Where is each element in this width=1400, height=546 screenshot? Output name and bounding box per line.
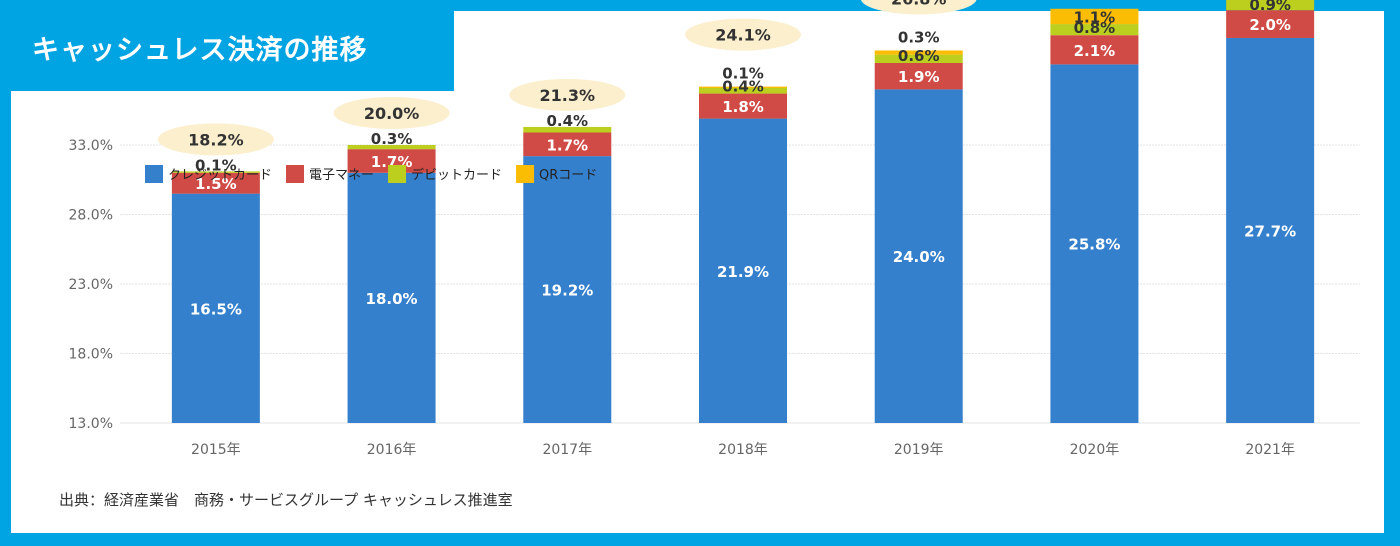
bars: 16.5%1.5%0.1%18.2%18.0%1.7%0.3%20.0%19.2… — [157, 0, 1315, 424]
data-label-debit: 0.6% — [898, 47, 940, 65]
bar-segment-debit — [1226, 0, 1315, 11]
page-title: キャッシュレス決済の推移 — [32, 35, 368, 66]
total-label: 26.8% — [891, 0, 947, 8]
y-tick-label: 23.0% — [69, 277, 113, 293]
data-label-debit: 0.8% — [1074, 19, 1116, 37]
bar-segment-credit — [523, 156, 612, 423]
bar-segment-debit — [874, 54, 963, 63]
data-label-qr: 1.1% — [1074, 8, 1116, 26]
y-tick-label: 33.0% — [69, 138, 113, 154]
x-axis: 2015年 2016年 2017年 2018年 2019年 2020年 2021年 — [191, 442, 1295, 458]
bar-segment-debit — [523, 126, 612, 133]
bar-segment-debit — [699, 88, 787, 94]
legend-label-credit: クレジットカード — [168, 168, 272, 183]
legend-swatch-emoney — [286, 165, 305, 183]
bar-segment-credit — [347, 172, 436, 423]
x-tick-label: 2017年 — [542, 442, 592, 458]
bar-segment-credit — [171, 193, 260, 423]
bar-segment-emoney — [874, 62, 963, 90]
data-label-emoney: 1.7% — [546, 136, 588, 154]
bar-segment-debit — [347, 145, 436, 150]
data-label-credit: 21.9% — [717, 263, 769, 281]
y-tick-label: 13.0% — [69, 416, 113, 432]
legend-label-emoney: 電子マネー — [309, 168, 374, 183]
x-tick-label: 2016年 — [367, 442, 417, 458]
data-label-emoney: 2.1% — [1074, 42, 1116, 60]
x-tick-label: 2018年 — [718, 442, 768, 458]
total-label: 21.3% — [540, 86, 596, 105]
total-label: 18.2% — [188, 130, 244, 149]
bar-segment-credit — [699, 118, 787, 423]
bar-segment-emoney — [523, 132, 612, 157]
bar-segment-credit — [1050, 64, 1139, 423]
data-label-debit: 0.3% — [371, 130, 413, 148]
bar-segment-debit — [171, 171, 260, 173]
y-axis: 13.0% 18.0% 23.0% 28.0% 33.0% — [69, 138, 113, 432]
bar-segment-emoney — [171, 172, 260, 194]
x-tick-label: 2021年 — [1245, 442, 1295, 458]
data-label-credit: 19.2% — [541, 282, 593, 300]
data-label-credit: 24.0% — [893, 248, 945, 266]
data-label-debit: 0.4% — [546, 112, 588, 130]
data-label-debit: 0.1% — [195, 156, 237, 174]
total-bubble — [157, 123, 274, 156]
data-label-debit: 0.4% — [722, 78, 764, 96]
total-label: 24.1% — [715, 26, 771, 45]
total-bubble — [860, 0, 977, 15]
bar-segment-qr — [874, 50, 963, 55]
legend-swatch-credit — [145, 165, 163, 183]
x-tick-label: 2020年 — [1070, 442, 1120, 458]
bar-segment-emoney — [699, 93, 787, 119]
data-label-credit: 27.7% — [1244, 222, 1296, 240]
data-label-qr: 0.1% — [722, 65, 764, 83]
data-label-credit: 25.8% — [1068, 236, 1120, 254]
bar-segment-qr — [1050, 8, 1139, 25]
bar-segment-emoney — [1226, 10, 1315, 38]
data-label-debit: 0.9% — [1249, 0, 1291, 14]
legend-label-qr: QRコード — [539, 168, 597, 183]
bar-segment-emoney — [1050, 35, 1139, 65]
data-label-emoney: 1.8% — [722, 98, 764, 116]
total-bubble — [509, 78, 626, 111]
legend-label-debit: デビットカード — [411, 167, 502, 183]
legend-swatch-qr — [516, 165, 535, 183]
legend-swatch-debit — [388, 165, 407, 183]
bar-segment-credit — [874, 89, 963, 424]
data-label-credit: 16.5% — [190, 300, 242, 318]
source-note: 出典：経済産業省 商務・サービスグループ キャッシュレス推進室 — [59, 491, 513, 509]
total-bubble — [685, 18, 801, 51]
bar-segment-emoney — [347, 149, 436, 173]
x-tick-label: 2019年 — [894, 442, 944, 458]
y-tick-label: 18.0% — [69, 347, 113, 363]
total-bubble — [333, 97, 450, 129]
y-tick-label: 28.0% — [69, 208, 113, 224]
data-label-emoney: 1.9% — [898, 68, 940, 86]
bar-segment-credit — [1226, 37, 1315, 423]
data-label-qr: 0.3% — [898, 28, 940, 46]
total-label: 20.0% — [364, 104, 420, 123]
data-label-credit: 18.0% — [366, 290, 418, 308]
title-banner: キャッシュレス決済の推移 — [0, 0, 454, 91]
bar-segment-qr — [699, 86, 787, 89]
bar-segment-debit — [1050, 24, 1139, 36]
legend: クレジットカード 電子マネー デビットカード QRコード — [145, 165, 597, 183]
x-tick-label: 2015年 — [191, 442, 241, 458]
data-label-emoney: 1.5% — [195, 175, 237, 193]
data-label-emoney: 2.0% — [1249, 16, 1291, 34]
